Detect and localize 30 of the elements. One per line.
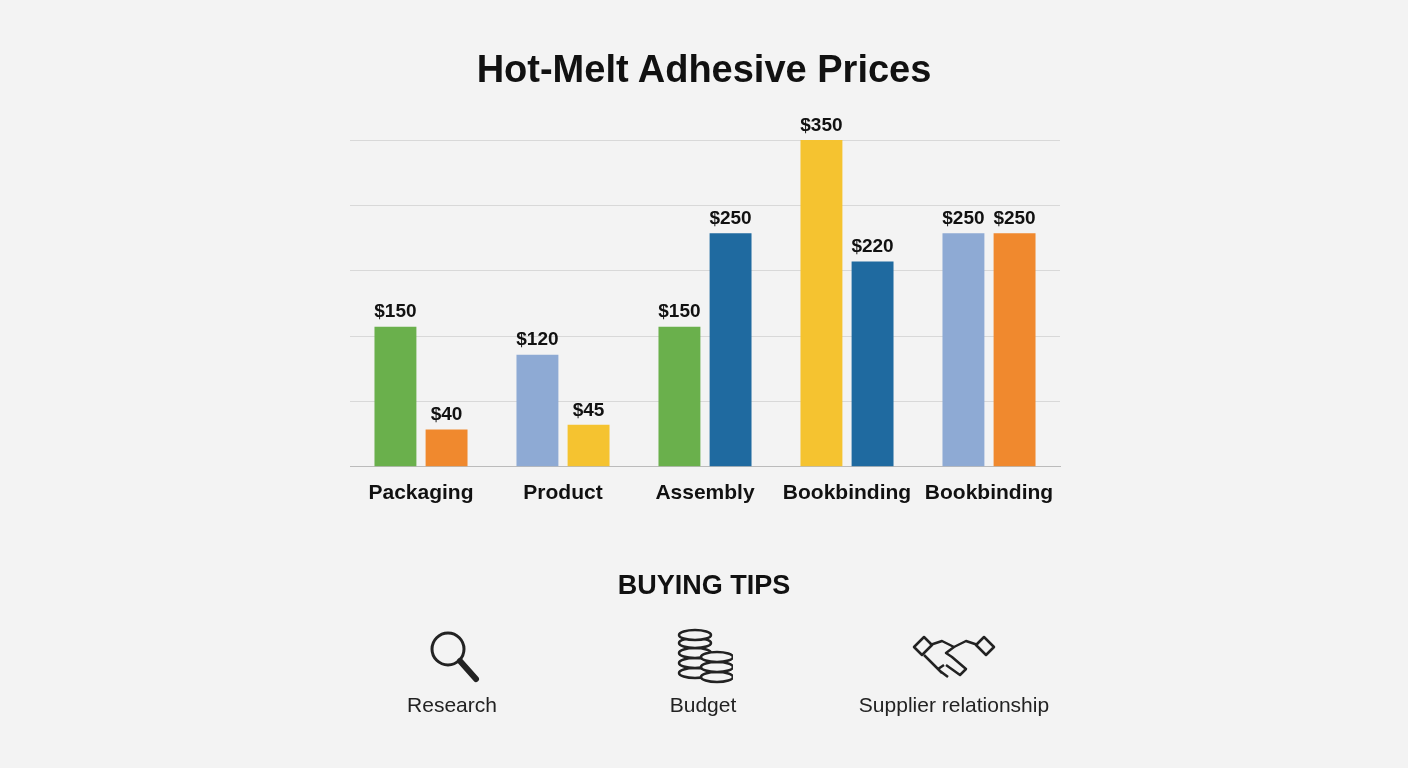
bar <box>516 354 559 467</box>
x-tick-label: Bookbinding <box>924 480 1054 504</box>
bar <box>425 429 468 467</box>
data-label: $150 <box>374 300 417 322</box>
x-tick-label: Bookbinding <box>782 480 912 504</box>
bar <box>993 233 1036 467</box>
data-label: $250 <box>993 207 1036 229</box>
bar <box>800 140 843 467</box>
bar <box>374 326 417 467</box>
bar <box>567 424 610 467</box>
data-label: $220 <box>851 235 894 257</box>
data-label: $40 <box>430 403 463 425</box>
text: Budget <box>668 693 738 717</box>
text: Supplier relationship <box>857 693 1051 717</box>
text: BUYING TIPS <box>616 570 792 601</box>
data-label: $350 <box>800 113 843 135</box>
bar <box>658 326 701 467</box>
data-label: $250 <box>709 207 752 229</box>
data-label: $250 <box>942 207 985 229</box>
data-label: $45 <box>572 398 605 420</box>
bar <box>851 261 894 467</box>
x-tick-label: Assembly <box>655 480 755 504</box>
chart-title: Hot-Melt Adhesive Prices <box>475 48 933 91</box>
data-label: $150 <box>658 300 701 322</box>
x-tick-label: Product <box>523 480 603 504</box>
text: Research <box>406 693 498 717</box>
bar <box>942 233 985 467</box>
data-label: $120 <box>516 328 559 350</box>
x-tick-label: Packaging <box>368 480 474 504</box>
bar <box>709 233 752 467</box>
